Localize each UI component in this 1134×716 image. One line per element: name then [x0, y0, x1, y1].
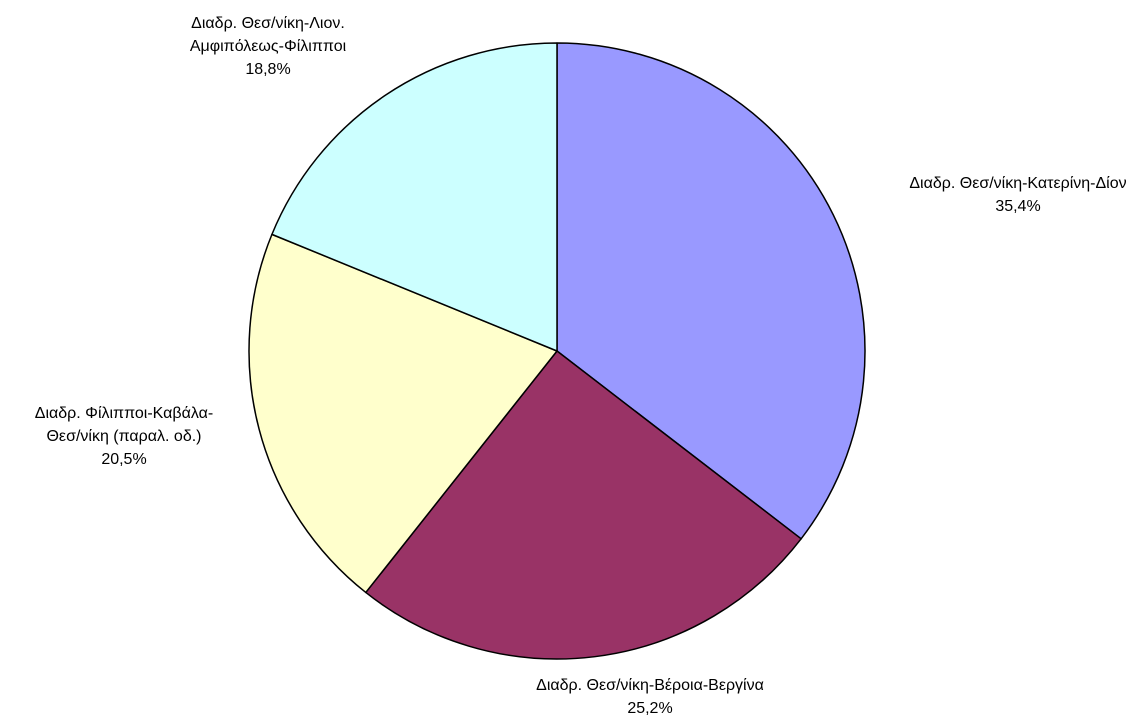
- slice-value-label-1: 35,4%: [995, 198, 1040, 215]
- slice-value-label-3: 20,5%: [101, 451, 146, 468]
- pie-slices: [248, 42, 866, 660]
- pie-slice-1: [556, 42, 866, 540]
- slice-category-label-1-line-1: Διαδρ. Θεσ/νίκη-Κατερίνη-Δίον: [909, 175, 1126, 192]
- pie-slice-3: [248, 233, 558, 594]
- slice-label-2: Διαδρ. Θεσ/νίκη-Βέροια-Βεργίνα 25,2%: [536, 677, 764, 716]
- slice-category-label-4-line-1: Διαδρ. Θεσ/νίκη-Λιον.: [191, 15, 345, 32]
- slice-value-label-4: 18,8%: [245, 61, 290, 78]
- slice-label-3: Διαδρ. Φίλιπποι-Καβάλα- Θεσ/νίκη (παραλ. …: [35, 405, 213, 468]
- pie-slice-4: [271, 42, 558, 352]
- slice-category-label-4-line-2: Αμφιπόλεως-Φίλιπποι: [190, 38, 347, 55]
- slice-category-label-2-line-1: Διαδρ. Θεσ/νίκη-Βέροια-Βεργίνα: [536, 677, 764, 694]
- slice-value-label-2: 25,2%: [627, 700, 672, 716]
- slice-label-4: Διαδρ. Θεσ/νίκη-Λιον. Αμφιπόλεως-Φίλιπποι…: [190, 15, 347, 78]
- pie-slice-2: [365, 350, 802, 660]
- slice-category-label-3-line-2: Θεσ/νίκη (παραλ. οδ.): [46, 428, 201, 445]
- slice-category-label-3-line-1: Διαδρ. Φίλιπποι-Καβάλα-: [35, 405, 213, 422]
- pie-labels: Διαδρ. Θεσ/νίκη-Κατερίνη-Δίον 35,4%Διαδρ.…: [35, 15, 1127, 716]
- slice-label-1: Διαδρ. Θεσ/νίκη-Κατερίνη-Δίον 35,4%: [909, 175, 1126, 215]
